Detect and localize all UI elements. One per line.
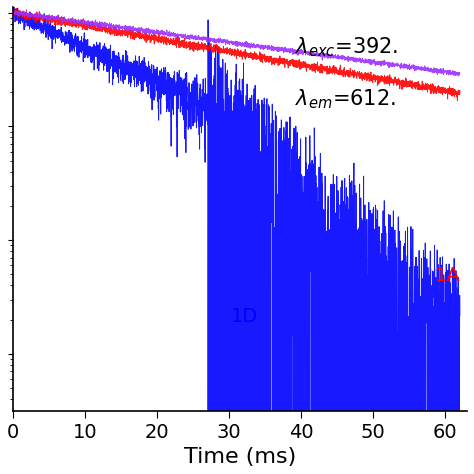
Text: 1A: 1A bbox=[435, 266, 461, 285]
X-axis label: Time (ms): Time (ms) bbox=[184, 447, 296, 467]
Text: $\lambda_{em}$=612.: $\lambda_{em}$=612. bbox=[294, 88, 395, 111]
Text: $\lambda_{exc}$=392.: $\lambda_{exc}$=392. bbox=[294, 35, 397, 59]
Text: 1D: 1D bbox=[231, 307, 258, 326]
